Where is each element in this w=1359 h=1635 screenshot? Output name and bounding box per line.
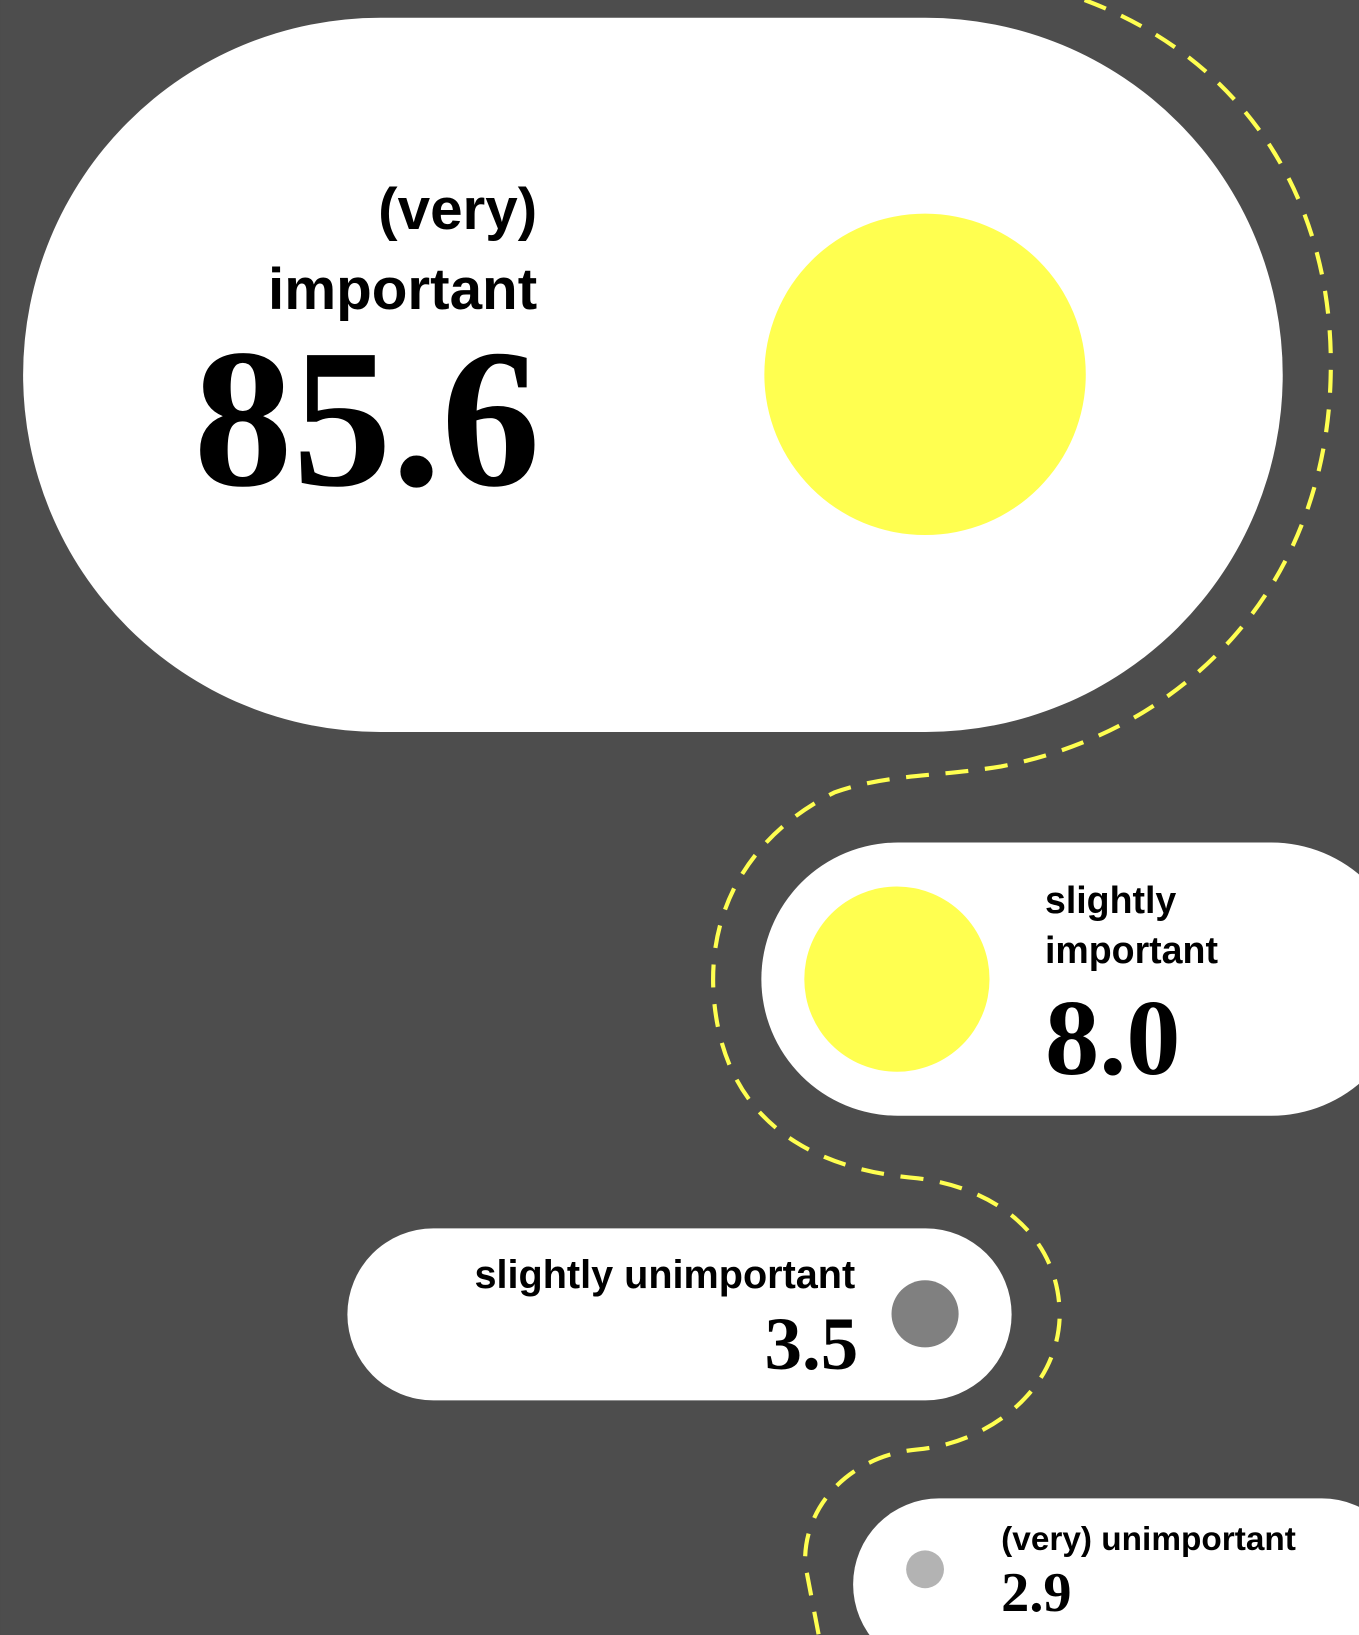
pill xyxy=(347,1228,1012,1401)
value-label: 2.9 xyxy=(1001,1562,1071,1624)
category-label: (very) important xyxy=(268,177,537,322)
bubble xyxy=(906,1550,944,1589)
category-label: slightly unimportant xyxy=(475,1253,856,1297)
value-label: 3.5 xyxy=(765,1303,859,1386)
category-label: slightly important xyxy=(1045,879,1218,971)
pill xyxy=(23,17,1283,732)
value-label: 85.6 xyxy=(194,308,541,528)
bubble xyxy=(804,886,990,1072)
value-label: 8.0 xyxy=(1045,978,1181,1098)
pill xyxy=(853,1498,1359,1635)
bubble xyxy=(764,213,1086,536)
bubble xyxy=(891,1280,959,1348)
category-label: (very) unimportant xyxy=(1001,1521,1296,1558)
dashed-path xyxy=(711,0,1333,1635)
